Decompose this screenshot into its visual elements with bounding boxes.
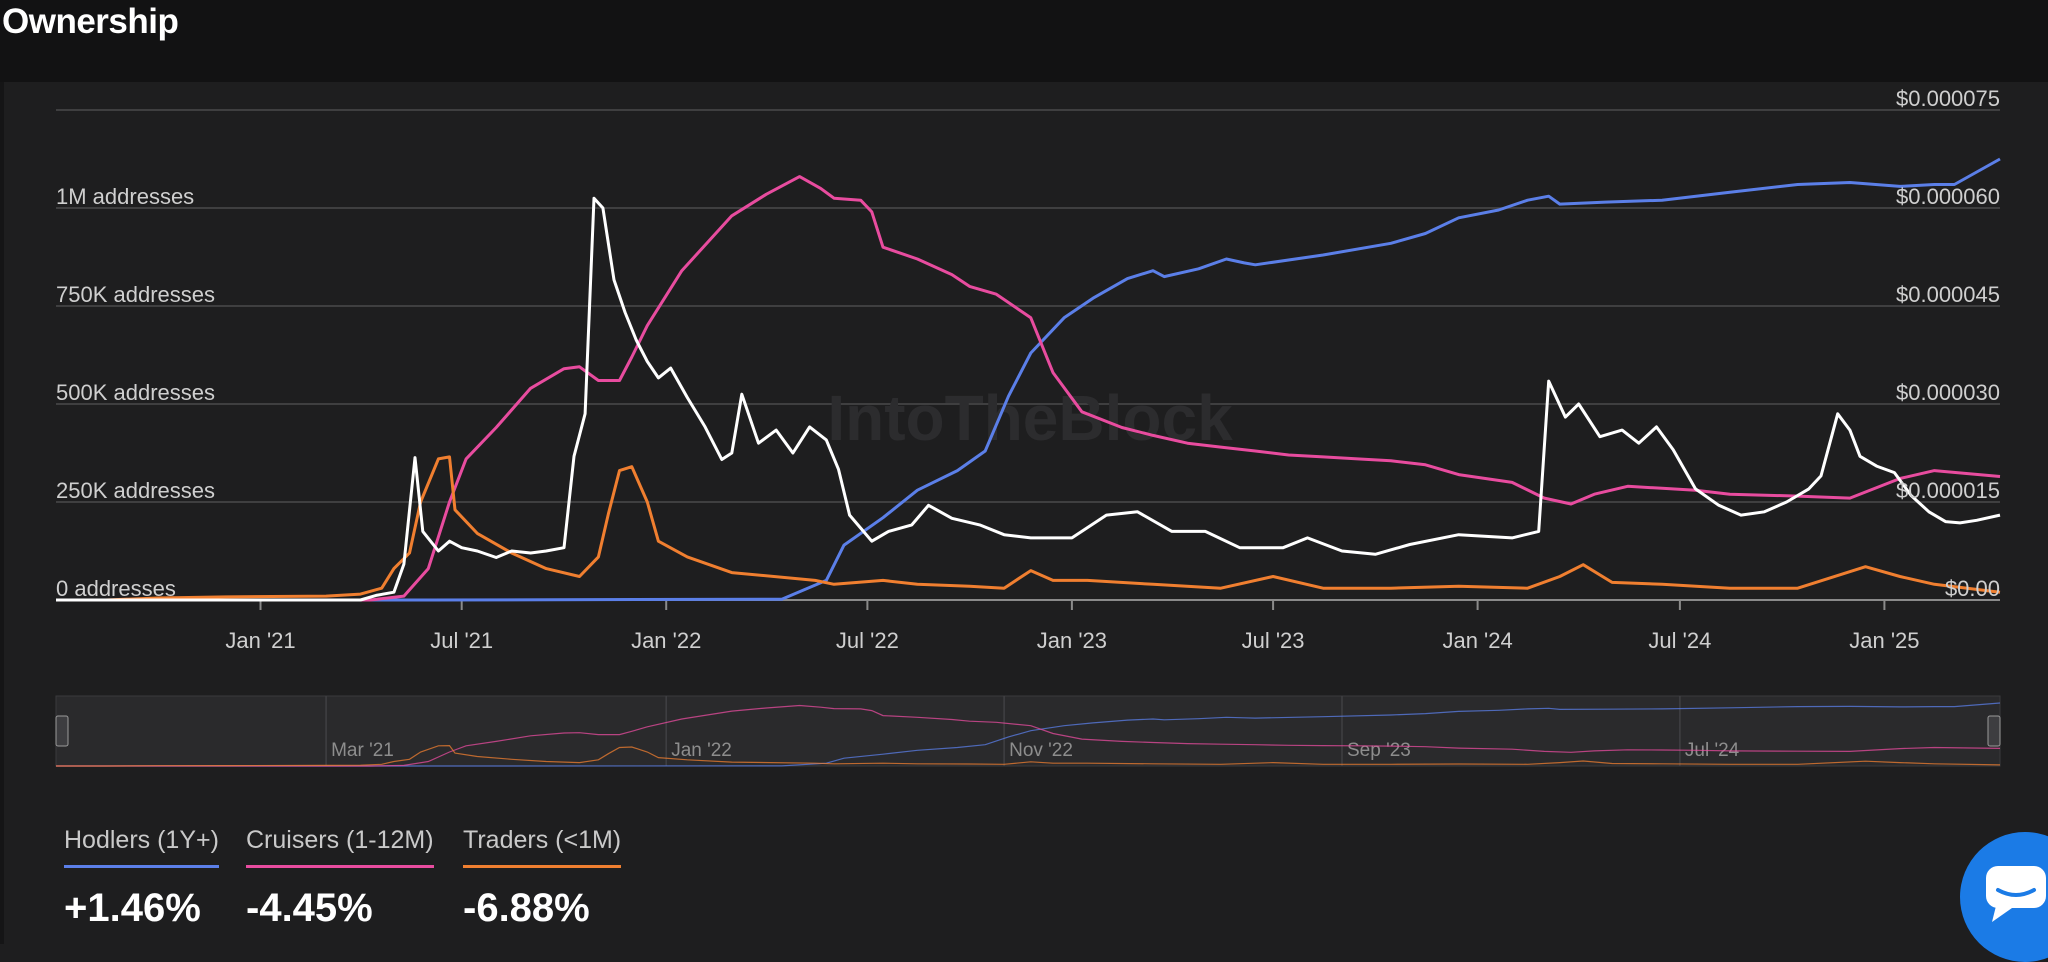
navigator-handle [55,715,69,747]
navigator-series [56,702,2001,767]
right-axis-label: $0.000030 [1896,380,2000,405]
left-axis-label: 750K addresses [56,282,215,307]
x-axis-label: Jul '23 [1242,628,1305,653]
navigator-label: Nov '22 [1009,740,1073,761]
x-axis-label: Jan '23 [1037,628,1107,653]
legend-item[interactable]: Traders (<1M) -6.88% [463,826,622,931]
right-axis-label: $0.000060 [1896,184,2000,209]
right-axis-label: $0.000075 [1896,86,2000,111]
series-layer [56,157,2001,602]
x-axis-label: Jul '21 [430,628,493,653]
page-title: Ownership [2,2,179,41]
series-cruisers [56,175,2001,602]
navigator-label: Sep '23 [1347,740,1411,761]
x-axis-label: Jan '24 [1442,628,1512,653]
range-navigator[interactable]: Mar '21 Jan '22 Nov '22 Sep '23 Jul '24 [55,695,2001,767]
legend-item[interactable]: Cruisers (1-12M) -4.45% [246,826,434,931]
chat-button[interactable] [1960,832,2048,962]
legend-item[interactable]: Hodlers (1Y+) +1.46% [64,826,219,931]
x-axis-label: Jul '24 [1648,628,1711,653]
x-axis-label: Jan '21 [225,628,295,653]
left-axis-label: 0 addresses [56,576,176,601]
series-hodlers [56,157,2001,602]
left-axis-label: 1M addresses [56,184,194,209]
x-axis-label: Jan '25 [1849,628,1919,653]
left-axis-label: 500K addresses [56,380,215,405]
left-axis-label: 250K addresses [56,478,215,503]
legend-label: Traders (<1M) [463,826,622,868]
navigator-series [56,744,2001,767]
right-axis-label: $0.00 [1945,576,2000,601]
legend-change-value: +1.46% [64,886,201,930]
series-traders [56,455,2001,602]
watermark: IntoTheBlock [827,382,1233,454]
navigator-series [56,704,2001,767]
legend-change-value: -6.88% [463,886,590,930]
ownership-chart: IntoTheBlock $0.00$0.000015$0.000030$0.0… [55,86,2001,767]
navigator-handle [1987,715,2001,747]
x-axis-label: Jul '22 [836,628,899,653]
legend-label: Hodlers (1Y+) [64,826,219,868]
legend-change-value: -4.45% [246,886,373,930]
right-axis-label: $0.000045 [1896,282,2000,307]
x-axis-label: Jan '22 [631,628,701,653]
legend-label: Cruisers (1-12M) [246,826,434,868]
navigator-label: Mar '21 [331,740,394,761]
navigator-label: Jan '22 [671,740,732,761]
right-axis-label: $0.000015 [1896,478,2000,503]
label-layer: $0.00 $0.000015 $0.000030 $0.000045 $0.00006… [56,86,2000,653]
header: Ownership [0,0,2048,82]
left-edge [0,82,4,944]
series-price [56,196,2001,602]
chat-icon [1986,866,2046,922]
